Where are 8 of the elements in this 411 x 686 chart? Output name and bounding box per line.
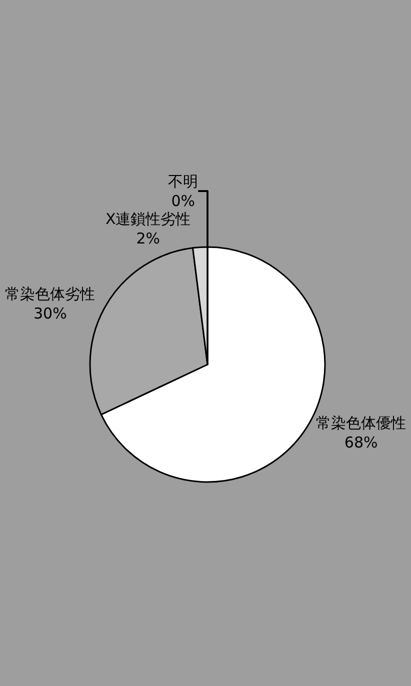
data-label: 2% bbox=[136, 229, 160, 248]
data-label: 30% bbox=[33, 304, 67, 322]
slice-label: X連鎖性劣性 bbox=[105, 210, 191, 228]
text: 0% bbox=[171, 192, 196, 210]
slice-label: 常染色体劣性 bbox=[5, 284, 96, 303]
slice-label: 常染色体優性 bbox=[316, 414, 406, 432]
data-label: 68% bbox=[344, 434, 378, 452]
category-label: 不明 bbox=[168, 172, 198, 190]
